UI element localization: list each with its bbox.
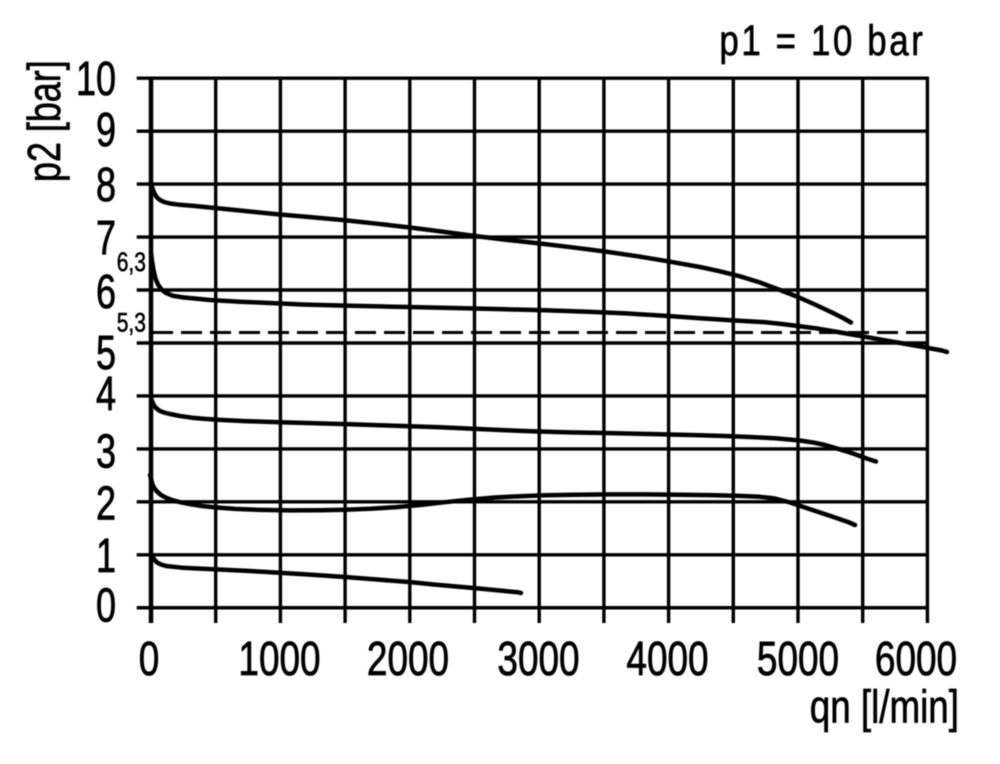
svg-text:p2 [bar]: p2 [bar] [19, 60, 70, 182]
svg-text:1: 1 [96, 529, 116, 582]
svg-text:10: 10 [76, 52, 116, 105]
svg-text:1000: 1000 [238, 632, 320, 686]
svg-text:0: 0 [96, 579, 116, 632]
svg-text:5000: 5000 [757, 632, 839, 686]
svg-text:qn [l/min]: qn [l/min] [810, 681, 959, 733]
svg-text:7: 7 [96, 211, 116, 264]
svg-text:6000: 6000 [875, 632, 957, 686]
svg-text:2000: 2000 [367, 632, 449, 686]
svg-text:3000: 3000 [497, 632, 579, 686]
svg-text:4000: 4000 [626, 632, 708, 686]
svg-text:5: 5 [96, 326, 116, 379]
svg-text:3: 3 [96, 425, 116, 478]
svg-text:6: 6 [96, 265, 116, 318]
svg-text:8: 8 [96, 158, 116, 211]
svg-text:0: 0 [139, 632, 160, 686]
svg-text:6,3: 6,3 [117, 248, 146, 278]
svg-text:p1 = 10 bar: p1 = 10 bar [719, 18, 925, 65]
svg-text:2: 2 [96, 477, 116, 530]
svg-text:4: 4 [96, 367, 116, 420]
svg-text:9: 9 [96, 103, 116, 156]
svg-text:5,3: 5,3 [117, 308, 146, 338]
